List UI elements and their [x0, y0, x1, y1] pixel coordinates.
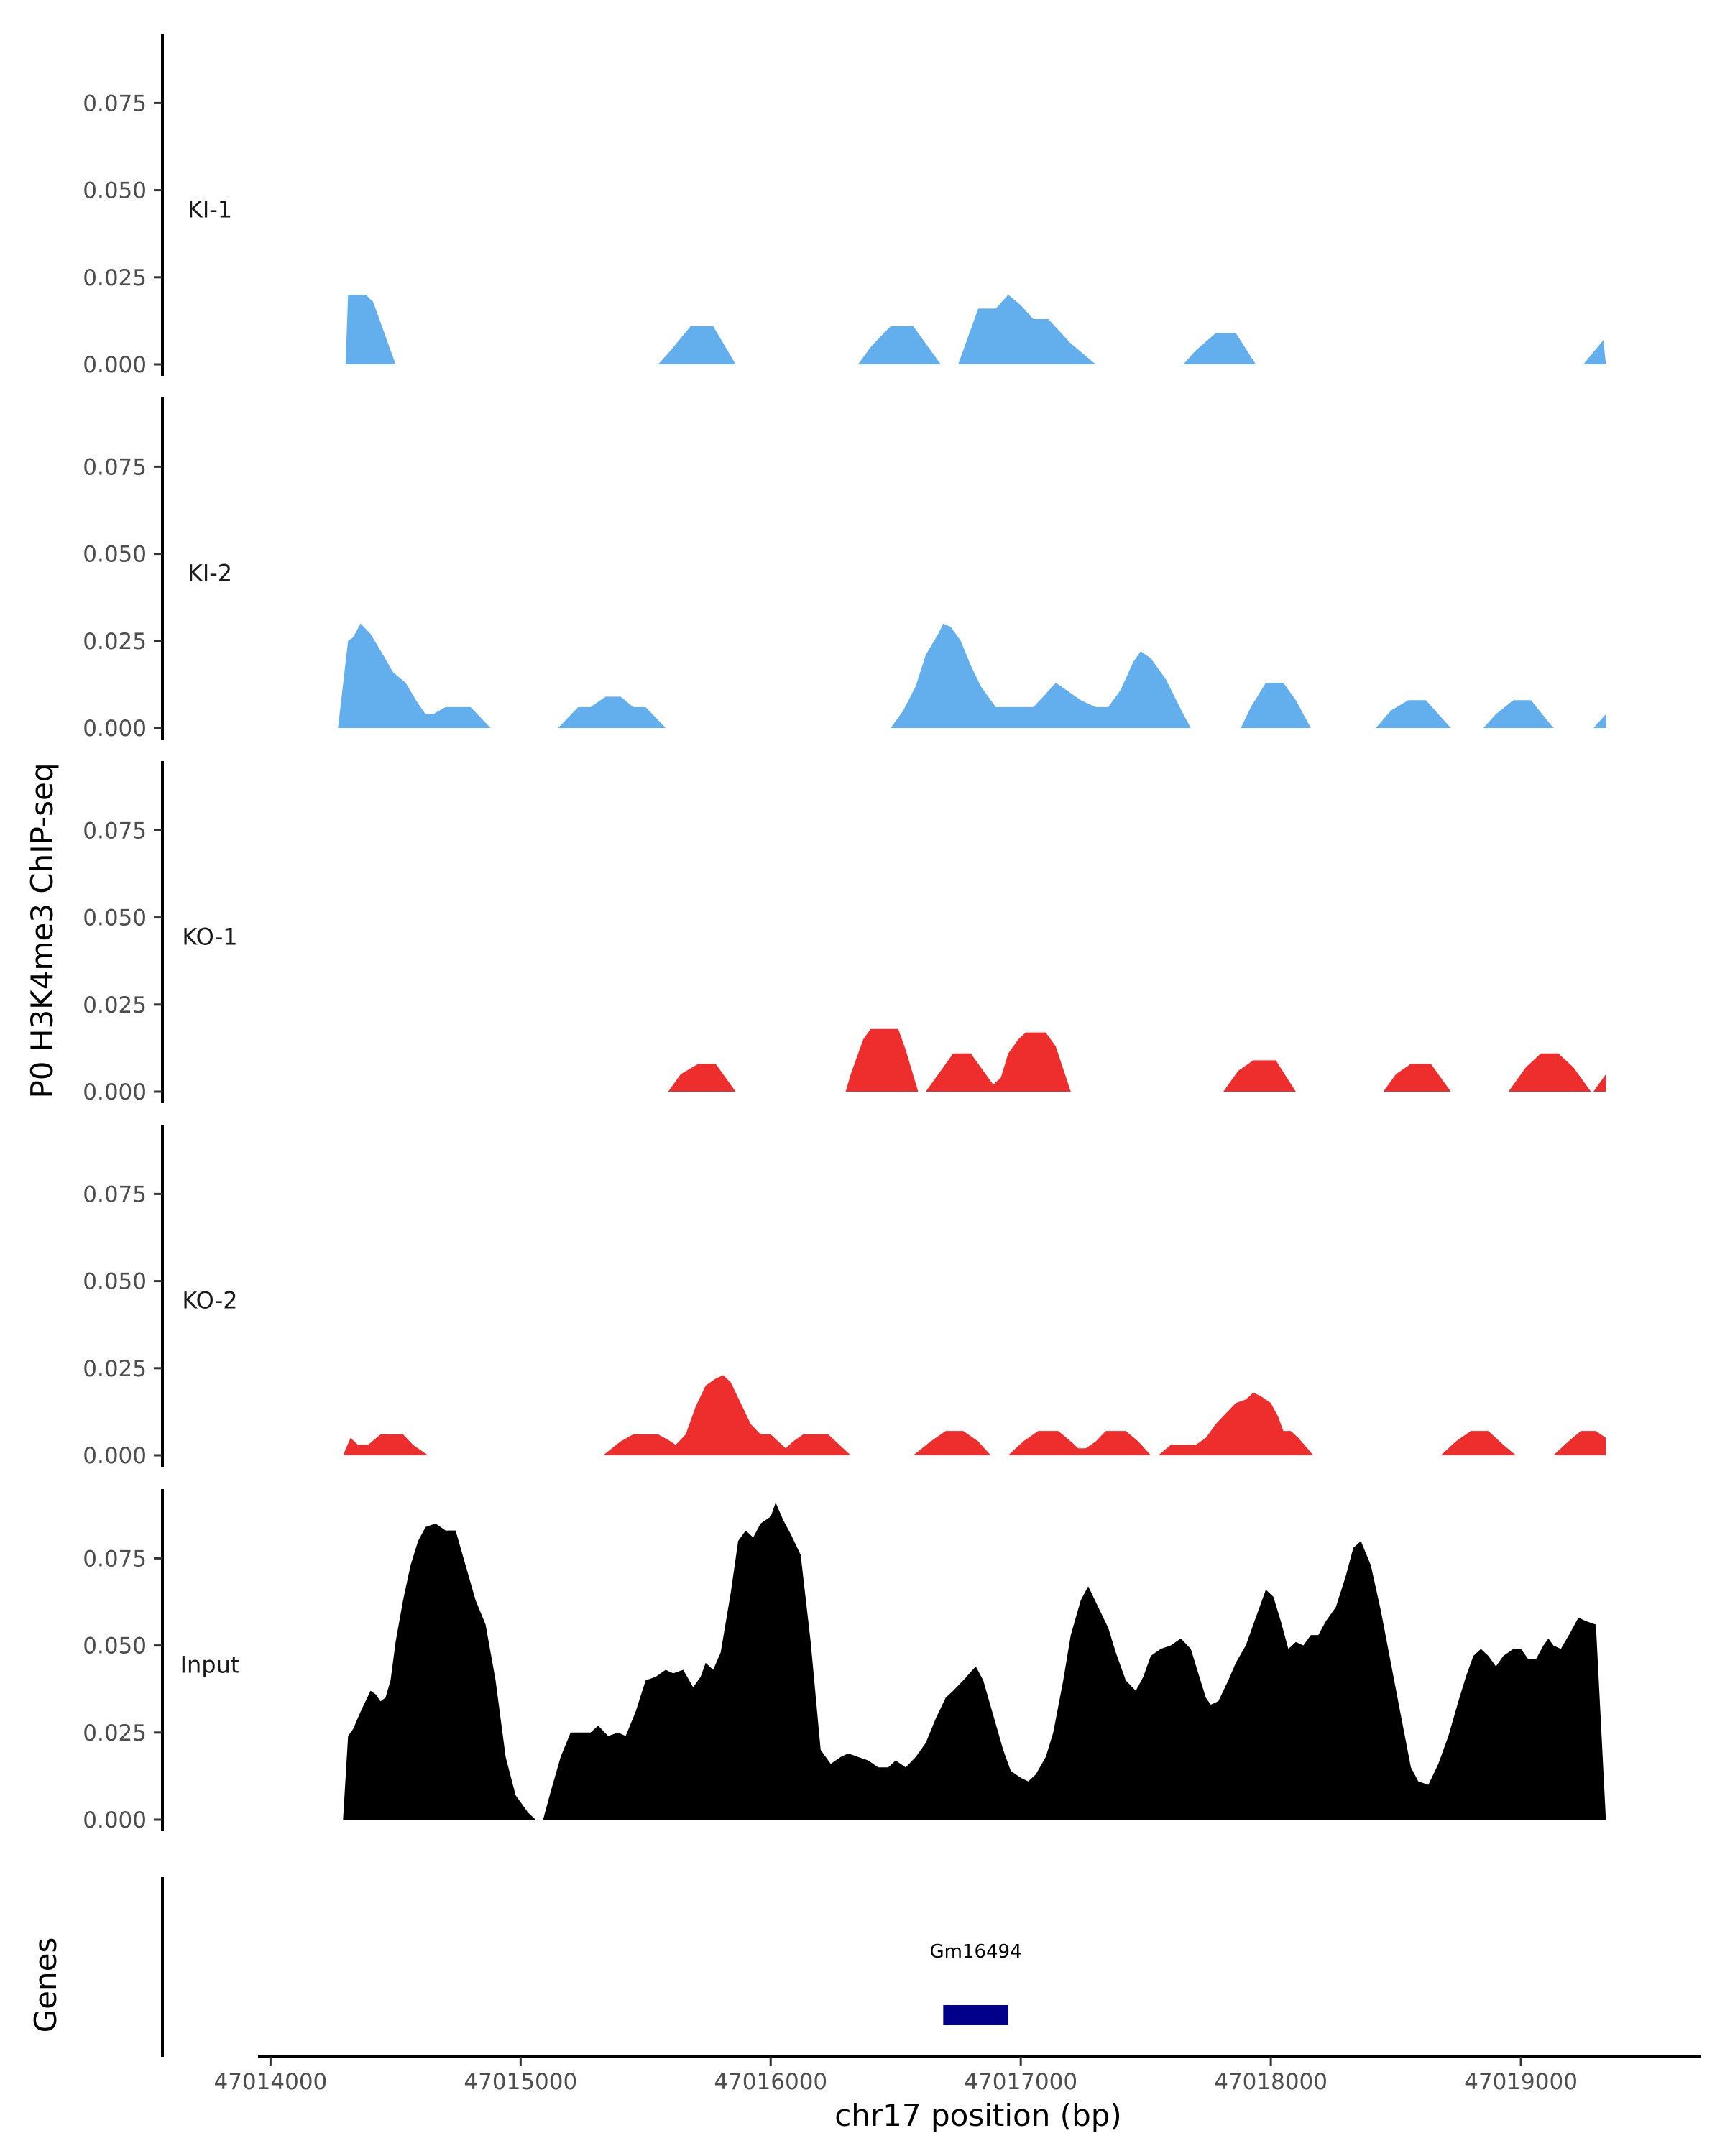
track-label: KO-1 — [182, 923, 237, 950]
tracks-layer: 0.0000.0250.0500.075KI-10.0000.0250.0500… — [83, 34, 1606, 1833]
coverage-area-ko-1 — [668, 1028, 1606, 1092]
track-ko-2: 0.000 0.025 0.050 0.075 KO-2 — [83, 1125, 1606, 1469]
track-input: 0.000 0.025 0.050 0.075 Input — [83, 1489, 1606, 1833]
y-tick-label: 0.000 — [83, 1807, 147, 1833]
x-tick-label: 47018000 — [1214, 2069, 1328, 2095]
y-tick-label: 0.050 — [83, 1269, 147, 1295]
x-axis-title: chr17 position (bp) — [834, 2098, 1122, 2133]
x-tick-label: 47015000 — [464, 2069, 577, 2095]
y-tick-label: 0.000 — [83, 716, 147, 742]
coverage-area-ki-1 — [345, 295, 1606, 364]
y-tick-label: 0.075 — [83, 1181, 147, 1207]
track-label: KO-2 — [182, 1286, 237, 1314]
y-tick-label: 0.000 — [83, 1443, 147, 1469]
track-ki-2: 0.000 0.025 0.050 0.075 KI-2 — [83, 397, 1606, 742]
gene-name-label: Gm16494 — [929, 1941, 1021, 1963]
y-tick-label: 0.075 — [83, 454, 147, 480]
coverage-area-ko-2 — [343, 1375, 1606, 1455]
y-tick-label: 0.025 — [83, 265, 147, 291]
coverage-area-input — [343, 1502, 1606, 1820]
coverage-area-ki-2 — [338, 623, 1606, 728]
x-tick-label: 47019000 — [1464, 2069, 1578, 2095]
track-ki-1: 0.000 0.025 0.050 0.075 KI-1 — [83, 34, 1606, 378]
genes-track: Genes Gm16494 — [28, 1877, 1022, 2057]
y-tick-label: 0.025 — [83, 992, 147, 1018]
x-tick-label: 47016000 — [714, 2069, 827, 2095]
y-tick-label: 0.025 — [83, 1720, 147, 1746]
y-tick-label: 0.050 — [83, 1634, 147, 1659]
y-tick-label: 0.075 — [83, 91, 147, 116]
y-tick-label: 0.050 — [83, 906, 147, 931]
x-tick-label: 47017000 — [964, 2069, 1077, 2095]
y-tick-label: 0.075 — [83, 818, 147, 844]
y-tick-label: 0.025 — [83, 1356, 147, 1382]
genes-track-label: Genes — [28, 1938, 63, 2033]
track-label: KI-1 — [188, 195, 232, 223]
y-tick-label: 0.050 — [83, 178, 147, 204]
y-tick-label: 0.025 — [83, 629, 147, 655]
x-axis: 47014000 47015000 47016000 47017000 47018000… — [213, 2055, 1701, 2095]
y-tick-label: 0.000 — [83, 352, 147, 378]
track-label: Input — [180, 1651, 240, 1678]
y-axis-title: P0 H3K4me3 ChIP-seq — [24, 763, 60, 1098]
track-ko-1: 0.000 0.025 0.050 0.075 KO-1 — [83, 761, 1606, 1105]
track-label: KI-2 — [188, 559, 232, 586]
y-tick-label: 0.000 — [83, 1079, 147, 1105]
gene-body — [943, 2005, 1008, 2025]
y-tick-label: 0.075 — [83, 1546, 147, 1572]
y-tick-label: 0.050 — [83, 542, 147, 568]
x-tick-label: 47014000 — [213, 2069, 327, 2095]
